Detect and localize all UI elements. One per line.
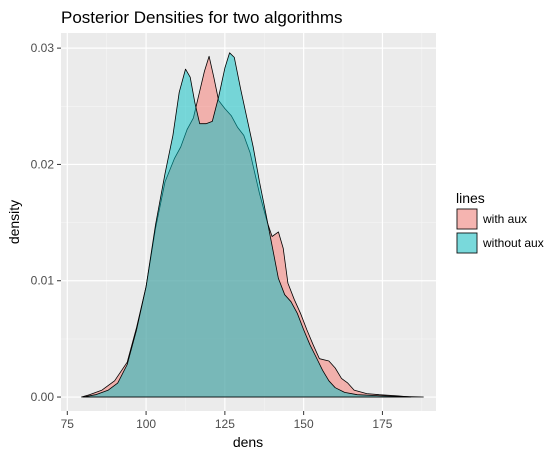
legend: lines with aux without aux: [456, 190, 544, 254]
legend-title: lines: [456, 190, 485, 206]
legend-swatch-without-aux: [456, 232, 478, 254]
axes: 75 100 125 150 175 0.00 0.01 0.02 0.03: [31, 41, 393, 431]
y-tick-label: 0.02: [31, 157, 55, 171]
y-tick-label: 0.00: [31, 390, 55, 404]
y-tick-label: 0.03: [31, 41, 55, 55]
x-tick-label: 100: [136, 417, 156, 431]
x-tick-label: 75: [61, 417, 75, 431]
y-tick-label: 0.01: [31, 274, 55, 288]
legend-label-with-aux: with aux: [482, 212, 527, 226]
x-tick-label: 175: [372, 417, 392, 431]
density-area-without-aux: [82, 52, 424, 398]
y-axis-title: density: [6, 200, 22, 244]
density-areas: [81, 52, 424, 398]
x-tick-label: 125: [215, 417, 235, 431]
x-tick-label: 150: [294, 417, 314, 431]
legend-swatch-with-aux: [456, 208, 478, 230]
legend-label-without-aux: without aux: [482, 236, 544, 250]
chart-title: Posterior Densities for two algorithms: [61, 8, 343, 27]
x-axis-title: dens: [233, 434, 263, 450]
